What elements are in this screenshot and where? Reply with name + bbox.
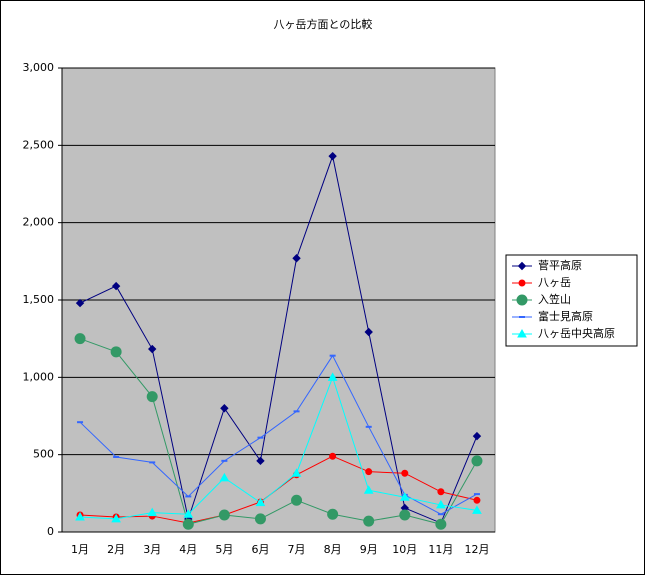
marker: [254, 513, 266, 525]
marker: [364, 327, 373, 337]
x-tick-label: 5月: [215, 543, 233, 556]
x-tick-label: 9月: [360, 543, 378, 556]
marker: [399, 509, 411, 521]
y-tick-label: 500: [33, 448, 54, 461]
marker: [220, 404, 229, 413]
marker: [328, 151, 337, 161]
x-tick-label: 10月: [392, 543, 417, 556]
marker: [437, 488, 445, 496]
y-tick-label: 3,000: [23, 61, 55, 74]
marker: [436, 499, 446, 509]
legend-label: 入笠山: [538, 292, 571, 306]
marker: [148, 344, 157, 354]
marker: [365, 468, 373, 476]
y-tick-label: 1,000: [23, 370, 55, 383]
marker: [399, 492, 410, 501]
legend-label: 八ヶ岳: [538, 276, 571, 289]
marker: [435, 518, 447, 530]
marker: [472, 431, 482, 441]
x-tick-label: 8月: [324, 543, 342, 556]
marker: [363, 485, 374, 494]
marker: [110, 346, 122, 358]
marker: [147, 507, 158, 517]
marker: [146, 391, 158, 403]
marker: [327, 508, 339, 520]
x-tick-label: 12月: [464, 543, 489, 556]
x-tick-label: 11月: [428, 543, 453, 556]
x-tick-label: 2月: [107, 543, 125, 556]
series-line: [79, 338, 478, 525]
marker: [75, 298, 85, 308]
legend-label: 富士見高原: [538, 309, 593, 323]
marker: [473, 496, 481, 504]
marker: [291, 468, 302, 477]
marker: [255, 497, 266, 507]
marker: [471, 455, 483, 467]
legend-marker: [517, 328, 527, 338]
marker: [182, 518, 194, 530]
marker: [256, 456, 265, 466]
x-tick-label: 1月: [71, 543, 89, 556]
y-tick-label: 1,500: [23, 293, 55, 306]
marker: [75, 511, 85, 521]
chart-title: 八ヶ岳方面との比較: [274, 17, 373, 31]
x-tick-label: 4月: [179, 543, 197, 556]
marker: [183, 509, 194, 518]
marker: [472, 505, 482, 514]
marker: [218, 509, 230, 521]
marker: [291, 494, 303, 506]
legend-marker: [517, 261, 527, 271]
marker: [292, 254, 301, 263]
x-tick-label: 6月: [251, 543, 269, 556]
x-tick-label: 3月: [143, 543, 161, 556]
legend-marker: [518, 279, 526, 287]
marker: [111, 513, 121, 523]
legend-marker: [516, 294, 528, 306]
marker: [219, 472, 230, 482]
marker: [74, 333, 86, 345]
marker: [401, 469, 409, 477]
y-tick-label: 2,000: [23, 216, 55, 229]
x-tick-label: 7月: [288, 543, 306, 556]
marker: [111, 281, 121, 291]
y-tick-label: 2,500: [23, 138, 55, 151]
marker: [363, 515, 375, 527]
marker: [329, 452, 337, 460]
legend-label: 菅平高原: [538, 258, 582, 272]
series-line: [79, 154, 478, 524]
marker: [327, 372, 338, 381]
series-line: [80, 375, 478, 520]
y-tick-label: 0: [47, 525, 54, 538]
legend-label: 八ヶ岳中央高原: [538, 326, 615, 340]
